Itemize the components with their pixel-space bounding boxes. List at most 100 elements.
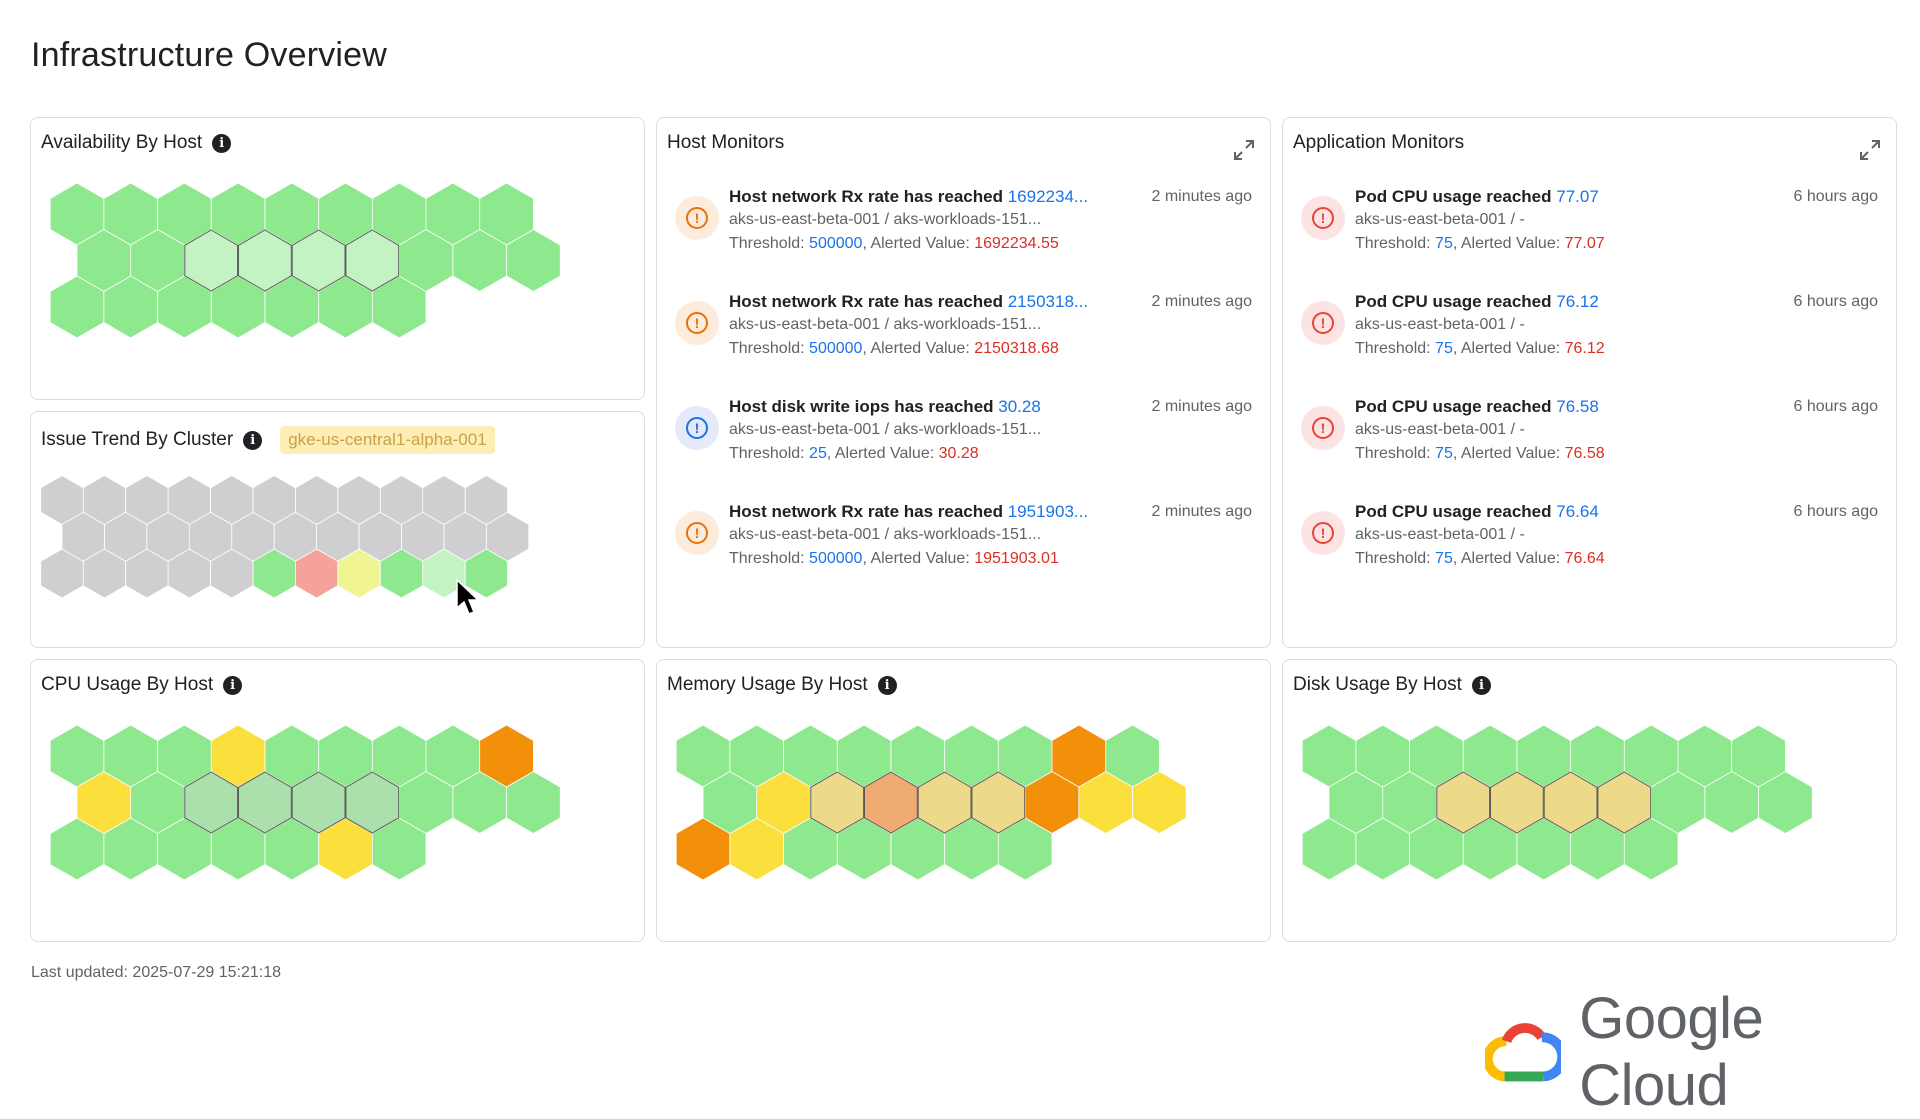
- host-hexagon[interactable]: [372, 183, 426, 245]
- host-hexagon[interactable]: [131, 230, 184, 291]
- host-hexagon[interactable]: [480, 725, 533, 787]
- host-hexagon[interactable]: [62, 512, 104, 561]
- host-hexagon[interactable]: [104, 276, 158, 338]
- host-hexagon[interactable]: [372, 725, 426, 787]
- host-hexagon[interactable]: [1571, 725, 1624, 787]
- host-hexagon[interactable]: [917, 771, 972, 834]
- host-hexagon[interactable]: [50, 818, 104, 880]
- host-hexagon[interactable]: [676, 818, 730, 880]
- alert-item[interactable]: ! Host disk write iops has reached 30.28 a…: [669, 396, 1258, 501]
- host-hexagon[interactable]: [1624, 725, 1678, 787]
- host-hexagon[interactable]: [319, 183, 372, 245]
- host-hexagon[interactable]: [211, 549, 253, 598]
- host-hexagon[interactable]: [317, 512, 359, 561]
- host-hexagon[interactable]: [1436, 771, 1491, 834]
- host-hexagon[interactable]: [319, 725, 372, 787]
- host-hexagon[interactable]: [168, 476, 211, 524]
- alert-title[interactable]: Pod CPU usage reached 76.64: [1355, 501, 1725, 523]
- host-hexagon[interactable]: [345, 229, 400, 292]
- host-hexagon[interactable]: [1410, 818, 1463, 880]
- host-hexagon[interactable]: [1356, 725, 1410, 787]
- host-hexagon[interactable]: [238, 229, 292, 292]
- info-icon[interactable]: i: [1471, 675, 1491, 695]
- host-hexagon[interactable]: [77, 230, 131, 291]
- host-hexagon[interactable]: [126, 549, 168, 598]
- host-hexagon[interactable]: [232, 512, 274, 561]
- host-hexagon[interactable]: [465, 476, 508, 524]
- host-hexagon[interactable]: [1302, 725, 1356, 787]
- host-hexagon[interactable]: [426, 183, 480, 245]
- host-hexagon[interactable]: [399, 230, 453, 291]
- info-icon[interactable]: i: [877, 675, 897, 695]
- host-hexagon[interactable]: [1678, 725, 1732, 787]
- host-hexagon[interactable]: [50, 725, 104, 787]
- host-hexagon[interactable]: [730, 725, 784, 787]
- host-hexagon[interactable]: [184, 771, 239, 834]
- host-hexagon[interactable]: [338, 549, 380, 598]
- host-hexagon[interactable]: [837, 725, 891, 787]
- expand-icon[interactable]: [1858, 138, 1882, 162]
- host-hexagon[interactable]: [1106, 725, 1159, 787]
- host-hexagon[interactable]: [1624, 818, 1678, 880]
- host-hexagon[interactable]: [1517, 725, 1571, 787]
- host-hexagon[interactable]: [465, 549, 508, 598]
- host-hexagon[interactable]: [507, 772, 560, 833]
- host-hexagon[interactable]: [891, 818, 945, 880]
- host-hexagon[interactable]: [274, 512, 317, 561]
- alert-title[interactable]: Pod CPU usage reached 76.12: [1355, 291, 1725, 313]
- info-icon[interactable]: i: [243, 430, 263, 450]
- host-hexagon[interactable]: [945, 725, 998, 787]
- host-hexagon[interactable]: [423, 549, 465, 598]
- host-hexagon[interactable]: [211, 276, 265, 338]
- host-hexagon[interactable]: [83, 476, 126, 524]
- host-hexagon[interactable]: [265, 183, 319, 245]
- host-hexagon[interactable]: [1463, 725, 1517, 787]
- host-hexagon[interactable]: [810, 771, 865, 834]
- host-hexagon[interactable]: [345, 771, 400, 834]
- host-hexagon[interactable]: [77, 772, 131, 833]
- host-hexagon[interactable]: [998, 725, 1052, 787]
- host-hexagon[interactable]: [50, 183, 104, 245]
- host-hexagon[interactable]: [1490, 771, 1544, 834]
- host-hexagon[interactable]: [253, 476, 295, 524]
- host-hexagon[interactable]: [238, 771, 292, 834]
- host-hexagon[interactable]: [1410, 725, 1463, 787]
- host-hexagon[interactable]: [41, 476, 83, 524]
- host-hexagon[interactable]: [50, 276, 104, 338]
- host-hexagon[interactable]: [291, 229, 346, 292]
- alert-title[interactable]: Host network Rx rate has reached 1951903…: [729, 501, 1099, 523]
- host-hexagon[interactable]: [1759, 772, 1812, 833]
- host-hexagon[interactable]: [158, 725, 211, 787]
- alert-item[interactable]: ! Pod CPU usage reached 76.58 aks-us-east-…: [1295, 396, 1884, 501]
- host-hexagon[interactable]: [265, 725, 319, 787]
- host-hexagon[interactable]: [104, 512, 147, 561]
- host-hexagon[interactable]: [291, 771, 346, 834]
- host-hexagon[interactable]: [784, 725, 837, 787]
- host-hexagon[interactable]: [998, 818, 1052, 880]
- host-hexagon[interactable]: [1597, 771, 1652, 834]
- host-hexagon[interactable]: [1463, 818, 1517, 880]
- host-hexagon[interactable]: [319, 818, 372, 880]
- host-hexagon[interactable]: [971, 771, 1026, 834]
- host-hexagon[interactable]: [864, 771, 918, 834]
- host-hexagon[interactable]: [158, 183, 211, 245]
- host-hexagon[interactable]: [372, 818, 426, 880]
- host-hexagon[interactable]: [131, 772, 184, 833]
- host-hexagon[interactable]: [1079, 772, 1133, 833]
- host-hexagon[interactable]: [837, 818, 891, 880]
- host-hexagon[interactable]: [1329, 772, 1383, 833]
- alert-title[interactable]: Host network Rx rate has reached 2150318…: [729, 291, 1099, 313]
- host-hexagon[interactable]: [211, 818, 265, 880]
- alert-item[interactable]: ! Pod CPU usage reached 77.07 aks-us-east-…: [1295, 186, 1884, 291]
- host-hexagon[interactable]: [372, 276, 426, 338]
- host-hexagon[interactable]: [1025, 772, 1079, 833]
- host-hexagon[interactable]: [158, 276, 211, 338]
- alert-item[interactable]: ! Pod CPU usage reached 76.12 aks-us-east-…: [1295, 291, 1884, 396]
- host-hexagon[interactable]: [359, 512, 402, 561]
- host-hexagon[interactable]: [104, 183, 158, 245]
- host-hexagon[interactable]: [265, 276, 319, 338]
- host-hexagon[interactable]: [1133, 772, 1186, 833]
- host-hexagon[interactable]: [380, 549, 423, 598]
- alert-title[interactable]: Pod CPU usage reached 77.07: [1355, 186, 1725, 208]
- alert-title[interactable]: Host network Rx rate has reached 1692234…: [729, 186, 1099, 208]
